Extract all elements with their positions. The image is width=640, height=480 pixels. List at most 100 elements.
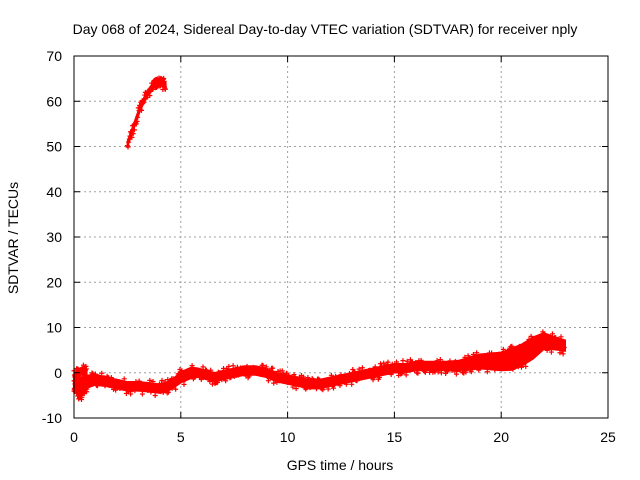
y-tick-label: 20 xyxy=(46,274,62,290)
data-point xyxy=(270,365,276,371)
x-tick-label: 25 xyxy=(600,429,616,445)
data-point xyxy=(533,346,539,352)
data-point xyxy=(559,348,565,354)
data-point xyxy=(413,360,419,366)
data-point xyxy=(173,386,179,392)
x-tick-label: 20 xyxy=(493,429,509,445)
series-1 xyxy=(124,75,168,150)
data-point xyxy=(89,370,95,376)
data-point xyxy=(505,349,511,355)
data-point xyxy=(320,387,326,393)
data-point xyxy=(488,353,494,359)
data-point xyxy=(135,114,141,120)
data-point xyxy=(132,388,138,394)
data-point xyxy=(556,340,562,346)
data-point xyxy=(291,372,297,378)
data-point xyxy=(498,361,504,367)
data-point xyxy=(504,359,510,365)
data-point xyxy=(79,394,85,400)
data-point xyxy=(122,384,128,390)
data-point xyxy=(147,93,153,99)
data-point xyxy=(121,376,127,382)
data-point xyxy=(474,350,480,356)
data-point xyxy=(219,377,225,383)
data-point xyxy=(365,371,371,377)
data-point xyxy=(453,371,459,377)
data-point xyxy=(200,364,206,370)
data-point xyxy=(131,385,137,391)
x-tick-label: 0 xyxy=(70,429,78,445)
data-point xyxy=(422,369,428,375)
data-point xyxy=(187,370,193,376)
data-point xyxy=(115,383,121,389)
data-point xyxy=(223,378,229,384)
data-point xyxy=(207,379,213,385)
data-point xyxy=(484,369,490,375)
data-point xyxy=(337,383,343,389)
data-point xyxy=(468,369,474,375)
data-point xyxy=(499,350,505,356)
data-point xyxy=(150,86,156,92)
x-tick-label: 5 xyxy=(177,429,185,445)
data-point xyxy=(490,362,496,368)
data-point xyxy=(561,345,567,351)
data-point xyxy=(500,346,506,352)
data-point xyxy=(130,131,136,137)
data-point xyxy=(560,351,566,357)
data-point xyxy=(404,358,410,364)
data-point xyxy=(524,342,530,348)
data-point xyxy=(339,377,345,383)
data-point xyxy=(189,363,195,369)
data-point xyxy=(355,370,361,376)
data-point xyxy=(476,367,482,373)
ticks: 0 5 10 15 20 25 -10 0 10 20 30 40 50 60 70 xyxy=(42,48,616,445)
data-point xyxy=(478,355,484,361)
data-point xyxy=(163,381,169,387)
data-point xyxy=(466,355,472,361)
data-point xyxy=(226,363,232,369)
data-point xyxy=(441,360,447,366)
data-point xyxy=(262,371,268,377)
data-point xyxy=(555,337,561,343)
data-point xyxy=(257,367,263,373)
data-point xyxy=(181,381,187,387)
data-point xyxy=(197,373,203,379)
data-point xyxy=(513,360,519,366)
data-point xyxy=(385,359,391,365)
data-point xyxy=(352,369,358,375)
x-tick-label: 15 xyxy=(387,429,403,445)
data-point xyxy=(152,393,158,399)
data-point xyxy=(286,372,292,378)
y-tick-label: 40 xyxy=(46,184,62,200)
data-point xyxy=(358,373,364,379)
data-point xyxy=(372,364,378,370)
series-layer xyxy=(71,75,567,402)
data-point xyxy=(306,376,312,382)
data-point xyxy=(174,381,180,387)
data-point xyxy=(349,381,355,387)
data-point xyxy=(406,362,412,368)
data-point xyxy=(417,364,423,370)
data-point xyxy=(539,335,545,341)
data-point xyxy=(332,382,338,388)
y-tick-label: -10 xyxy=(42,410,62,426)
data-point xyxy=(494,363,500,369)
data-point xyxy=(125,144,131,150)
data-point xyxy=(265,378,271,384)
data-point xyxy=(326,382,332,388)
data-point xyxy=(301,374,307,380)
data-point xyxy=(162,86,168,92)
data-point xyxy=(434,358,440,364)
data-point xyxy=(198,377,204,383)
data-point xyxy=(83,366,89,372)
data-point xyxy=(246,373,252,379)
data-point xyxy=(394,359,400,365)
data-point xyxy=(397,363,403,369)
data-point xyxy=(211,376,217,382)
data-point xyxy=(433,366,439,372)
data-point xyxy=(285,380,291,386)
data-point xyxy=(403,372,409,378)
data-point xyxy=(170,376,176,382)
data-point xyxy=(82,374,88,380)
